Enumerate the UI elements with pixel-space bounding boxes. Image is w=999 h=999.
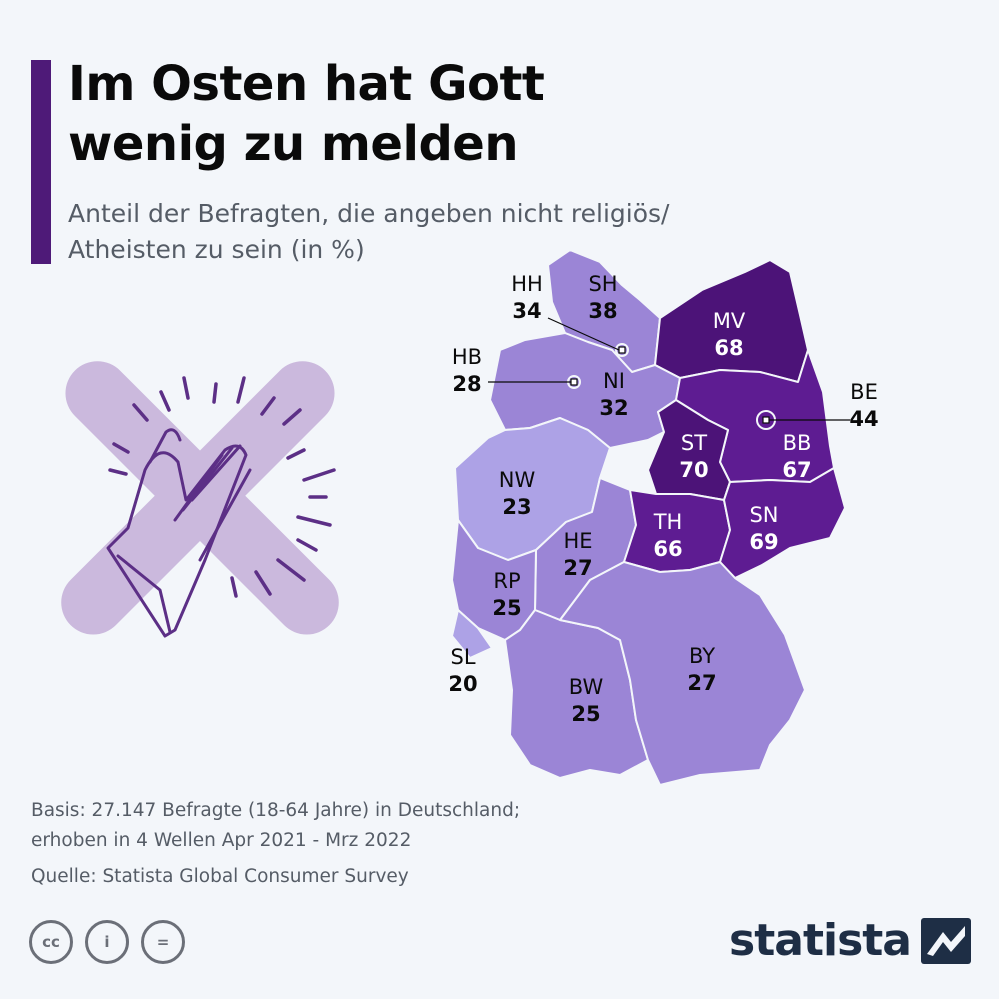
basis-note-line-2: erhoben in 4 Wellen Apr 2021 - Mrz 2022 xyxy=(31,830,412,851)
label-value-by: 27 xyxy=(687,671,716,695)
label-value-hb: 28 xyxy=(452,372,481,396)
label-value-hh: 34 xyxy=(512,299,541,323)
label-value-ni: 32 xyxy=(599,396,628,420)
equals-icon[interactable]: = xyxy=(141,920,185,964)
subtitle: Anteil der Befragten, die angeben nicht … xyxy=(68,196,828,268)
basis-note-line-1: Basis: 27.147 Befragte (18-64 Jahre) in … xyxy=(31,800,521,821)
subtitle-line-1: Anteil der Befragten, die angeben nicht … xyxy=(68,199,670,228)
state-sn[interactable] xyxy=(719,467,846,579)
person-icon[interactable]: i xyxy=(85,920,129,964)
label-code-st: ST xyxy=(681,431,707,455)
leader-lines xyxy=(488,317,850,421)
label-code-hb: HB xyxy=(452,345,482,369)
label-code-hh: HH xyxy=(511,272,543,296)
accent-bar xyxy=(31,60,51,264)
brand-wordmark: statista xyxy=(729,915,912,966)
label-value-mv: 68 xyxy=(714,336,743,360)
cc-icon[interactable]: cc xyxy=(29,920,73,964)
state-labels: SH 38 HH 34 MV 68 HB 28 NI 32 BE 44 BB 6… xyxy=(448,272,878,726)
statista-logo[interactable]: statista xyxy=(729,915,971,966)
label-code-th: TH xyxy=(653,510,683,534)
label-code-he: HE xyxy=(563,529,592,553)
label-value-sn: 69 xyxy=(749,530,778,554)
hb-marker xyxy=(570,378,578,386)
state-sl[interactable] xyxy=(451,609,493,659)
label-code-by: BY xyxy=(689,644,715,668)
label-value-be: 44 xyxy=(849,407,878,431)
page-title: Im Osten hat Gott wenig zu melden xyxy=(68,56,545,172)
sparkle-lines-icon xyxy=(108,376,336,598)
statista-logo-icon xyxy=(921,917,971,964)
label-value-bb: 67 xyxy=(782,458,811,482)
state-by[interactable] xyxy=(559,561,806,786)
label-code-sl: SL xyxy=(450,645,475,669)
label-code-sh: SH xyxy=(588,272,617,296)
hh-marker xyxy=(618,346,626,354)
label-code-ni: NI xyxy=(603,369,625,393)
license-icons: cc i = xyxy=(29,920,185,964)
germany-map xyxy=(451,249,846,786)
source-note: Quelle: Statista Global Consumer Survey xyxy=(31,866,409,887)
label-value-he: 27 xyxy=(563,556,592,580)
label-code-bw: BW xyxy=(569,675,604,699)
be-marker xyxy=(762,416,770,424)
cross-badge xyxy=(61,361,339,635)
label-value-rp: 25 xyxy=(492,596,521,620)
label-code-sn: SN xyxy=(749,503,778,527)
label-code-nw: NW xyxy=(499,468,536,492)
subtitle-line-2: Atheisten zu sein (in %) xyxy=(68,235,365,264)
label-value-bw: 25 xyxy=(571,702,600,726)
label-code-be: BE xyxy=(850,380,878,404)
label-value-sh: 38 xyxy=(588,299,617,323)
label-value-sl: 20 xyxy=(448,672,477,696)
label-code-rp: RP xyxy=(493,569,520,593)
label-code-bb: BB xyxy=(783,431,812,455)
praying-hands-icon xyxy=(106,428,252,638)
label-code-mv: MV xyxy=(713,309,746,333)
footer-notes: Basis: 27.147 Befragte (18-64 Jahre) in … xyxy=(31,796,671,892)
praying-hands-illustration xyxy=(61,361,339,638)
hh-leader-line xyxy=(547,317,620,351)
label-value-st: 70 xyxy=(679,458,708,482)
label-value-nw: 23 xyxy=(502,495,531,519)
label-value-th: 66 xyxy=(653,537,682,561)
